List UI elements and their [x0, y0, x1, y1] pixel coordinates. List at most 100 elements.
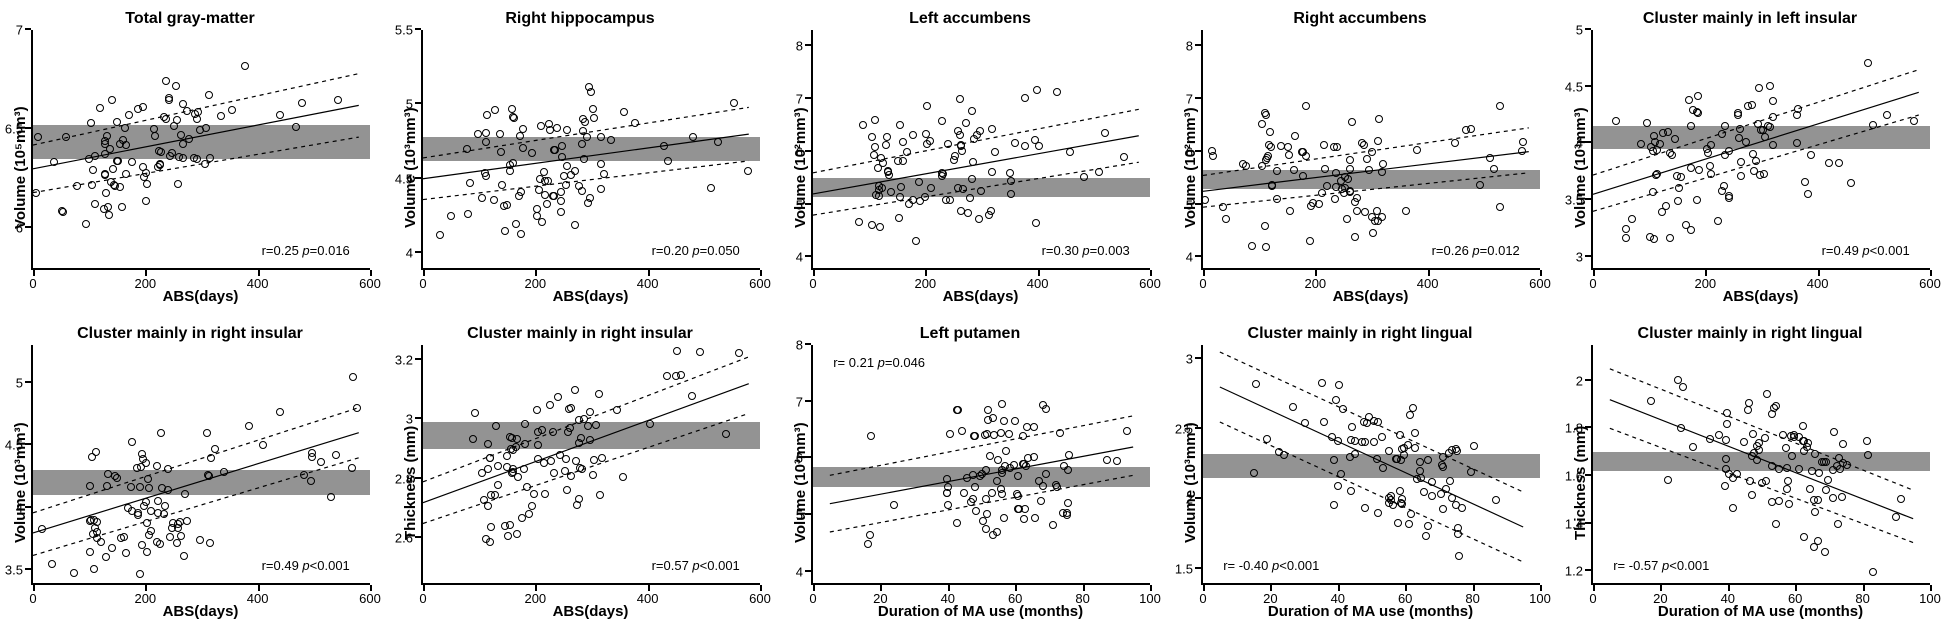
data-point: [1675, 184, 1683, 192]
data-point: [989, 531, 997, 539]
data-point: [1219, 203, 1227, 211]
data-point: [144, 475, 152, 483]
data-point: [915, 178, 923, 186]
data-point: [128, 438, 136, 446]
x-tick-label: 20: [1263, 583, 1277, 606]
data-point: [1365, 166, 1373, 174]
x-tick-label: 60: [1398, 583, 1412, 606]
data-point: [307, 477, 315, 485]
data-point: [1679, 383, 1687, 391]
data-point: [895, 214, 903, 222]
data-point: [1120, 153, 1128, 161]
data-point: [1065, 451, 1073, 459]
data-point: [116, 140, 124, 148]
data-point: [82, 220, 90, 228]
x-tick-label: 80: [1075, 583, 1089, 606]
data-point: [991, 148, 999, 156]
data-point: [509, 113, 517, 121]
data-point: [89, 166, 97, 174]
y-tick-label: 3.2: [395, 352, 423, 367]
data-point: [471, 409, 479, 417]
data-point: [85, 155, 93, 163]
data-point: [211, 445, 219, 453]
data-point: [543, 200, 551, 208]
data-point: [482, 138, 490, 146]
data-point: [1332, 396, 1340, 404]
data-point: [160, 510, 168, 518]
data-point: [1378, 168, 1386, 176]
panel-title: Left accumbens: [909, 10, 1031, 28]
data-point: [1363, 155, 1371, 163]
x-tick-label: 80: [1855, 583, 1869, 606]
data-point: [487, 523, 495, 531]
data-point: [989, 414, 997, 422]
y-tick-label: 1.4: [1565, 516, 1593, 531]
data-point: [558, 153, 566, 161]
data-point: [1643, 119, 1651, 127]
x-tick-label: 400: [637, 268, 659, 291]
data-point: [584, 422, 592, 430]
data-point: [1693, 196, 1701, 204]
data-point: [988, 125, 996, 133]
data-point: [1056, 429, 1064, 437]
data-point: [484, 465, 492, 473]
data-point: [165, 96, 173, 104]
x-tick-label: 0: [1589, 583, 1596, 606]
data-point: [1258, 162, 1266, 170]
x-tick-label: 0: [1199, 268, 1206, 291]
data-point: [896, 121, 904, 129]
data-point: [1416, 458, 1424, 466]
plot-area: 1.522.53020406080100r= -0.40 p<0.001: [1201, 345, 1540, 585]
data-point: [944, 140, 952, 148]
data-point: [1397, 456, 1405, 464]
data-point: [560, 172, 568, 180]
data-point: [1422, 532, 1430, 540]
data-point: [1374, 509, 1382, 517]
data-point: [101, 150, 109, 158]
data-point: [972, 507, 980, 515]
data-point: [1748, 491, 1756, 499]
data-point: [147, 527, 155, 535]
data-point: [523, 483, 531, 491]
data-point: [1897, 495, 1905, 503]
data-point: [162, 115, 170, 123]
data-point: [166, 152, 174, 160]
data-point: [984, 406, 992, 414]
data-point: [1330, 501, 1338, 509]
data-point: [1649, 188, 1657, 196]
data-point: [1014, 492, 1022, 500]
data-point: [1405, 520, 1413, 528]
data-point: [507, 445, 515, 453]
data-point: [1370, 438, 1378, 446]
stat-annotation: r=0.49 p<0.001: [262, 558, 350, 573]
data-point: [466, 179, 474, 187]
data-point: [154, 163, 162, 171]
x-tick-label: 0: [29, 583, 36, 606]
data-point: [1794, 105, 1802, 113]
data-point: [59, 208, 67, 216]
y-tick-label: 4.5: [1565, 79, 1593, 94]
data-point: [1839, 440, 1847, 448]
data-point: [513, 530, 521, 538]
data-point: [1793, 139, 1801, 147]
data-point: [308, 453, 316, 461]
data-point: [971, 432, 979, 440]
data-point: [134, 105, 142, 113]
data-point: [966, 194, 974, 202]
data-point: [1753, 442, 1761, 450]
data-point: [1053, 88, 1061, 96]
stat-annotation: r=0.26 p=0.012: [1432, 243, 1520, 258]
data-point: [938, 117, 946, 125]
data-point: [1783, 485, 1791, 493]
data-point: [1766, 82, 1774, 90]
data-point: [516, 132, 524, 140]
data-point: [1250, 469, 1258, 477]
data-point: [96, 104, 104, 112]
data-point: [528, 502, 536, 510]
data-point: [987, 207, 995, 215]
data-point: [971, 483, 979, 491]
x-tick-label: 400: [247, 583, 269, 606]
data-point: [926, 137, 934, 145]
data-point: [73, 182, 81, 190]
data-point: [597, 185, 605, 193]
